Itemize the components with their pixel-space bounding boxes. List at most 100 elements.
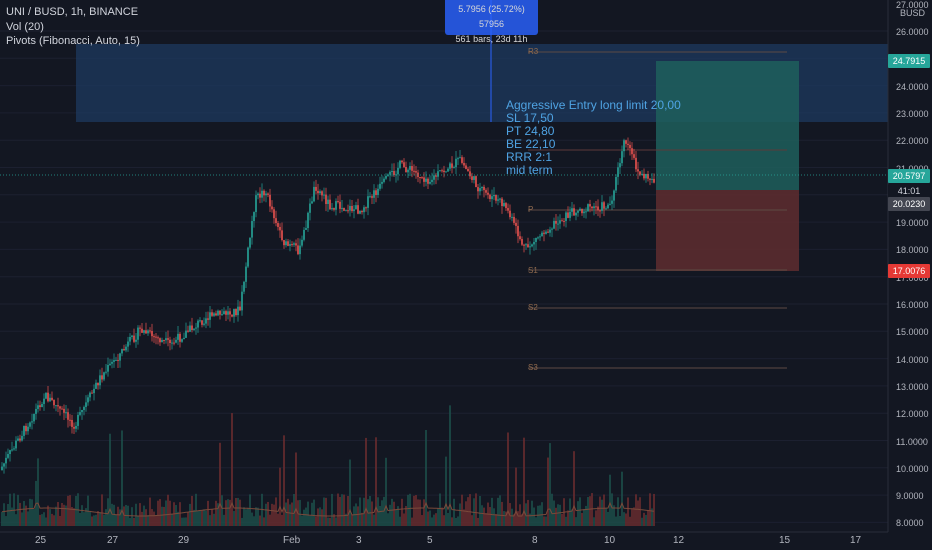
- volume-bar: [329, 517, 331, 526]
- volume-bar: [267, 501, 269, 526]
- price-axis-top: 27.0000: [896, 0, 929, 10]
- price-tick-label: 21.0000: [896, 162, 929, 176]
- volume-bar: [375, 437, 377, 526]
- volume-bar: [479, 495, 481, 526]
- candle-body: [335, 201, 337, 210]
- time-tick-label: 8: [532, 535, 538, 546]
- trade-note[interactable]: Aggressive Entry long limit 20,00 SL 17,…: [506, 99, 681, 177]
- volume-bar: [151, 509, 153, 526]
- candle-body: [25, 425, 27, 432]
- volume-bar: [457, 516, 459, 526]
- candle-body: [159, 338, 161, 343]
- price-tick-label: 15.0000: [896, 327, 929, 338]
- candle-body: [381, 181, 383, 184]
- candle-body: [191, 325, 193, 330]
- candle-body: [239, 306, 241, 311]
- volume-bar: [595, 510, 597, 526]
- volume-indicator-label[interactable]: Vol (20): [6, 21, 44, 33]
- candle-body: [633, 154, 635, 158]
- candle-body: [149, 330, 151, 332]
- candle-body: [319, 191, 321, 194]
- volume-bar: [31, 499, 33, 526]
- candle-body: [331, 208, 333, 210]
- candle-body: [639, 171, 641, 175]
- candle-body: [109, 363, 111, 365]
- candle-body: [313, 186, 315, 202]
- candle-body: [21, 435, 23, 441]
- volume-bar: [649, 493, 651, 526]
- candle-body: [275, 218, 277, 224]
- volume-bar: [449, 405, 451, 526]
- symbol-title[interactable]: UNI / BUSD, 1h, BINANCE: [6, 6, 139, 18]
- candle-body: [171, 342, 173, 344]
- volume-bar: [183, 517, 185, 526]
- volume-bar: [631, 508, 633, 526]
- candle-body: [177, 333, 179, 340]
- volume-bar: [255, 507, 257, 526]
- candle-body: [141, 328, 143, 333]
- candle-body: [427, 178, 429, 184]
- volume-bar: [27, 511, 29, 526]
- candle-body: [85, 402, 87, 407]
- volume-bar: [95, 514, 97, 526]
- volume-bar: [197, 510, 199, 526]
- volume-bar: [211, 508, 213, 526]
- volume-bar: [261, 493, 263, 526]
- volume-bar: [217, 503, 219, 526]
- candle-body: [513, 216, 515, 223]
- volume-bar: [615, 516, 617, 526]
- candle-body: [617, 167, 619, 177]
- candle-body: [523, 244, 525, 246]
- volume-bar: [621, 471, 623, 526]
- pivots-indicator-label[interactable]: Pivots (Fibonacci, Auto, 15): [6, 35, 140, 47]
- volume-bar: [617, 497, 619, 526]
- volume-bar: [489, 507, 491, 526]
- candle-body: [77, 414, 79, 426]
- volume-bar: [281, 514, 283, 526]
- candle-body: [599, 210, 601, 212]
- volume-bar: [181, 517, 183, 526]
- candle-body: [257, 193, 259, 196]
- volume-bar: [243, 507, 245, 526]
- candle-body: [401, 160, 403, 163]
- volume-bar: [169, 500, 171, 526]
- volume-bar: [627, 497, 629, 526]
- volume-bar: [541, 502, 543, 526]
- candle-body: [221, 314, 223, 316]
- volume-bar: [275, 497, 277, 526]
- price-tick-label: 12.0000: [896, 409, 929, 420]
- volume-bar: [43, 512, 45, 526]
- volume-bar: [647, 509, 649, 526]
- candle-body: [151, 331, 153, 337]
- price-tick-label: 18.0000: [896, 245, 929, 256]
- volume-bar: [459, 503, 461, 526]
- volume-bar: [533, 507, 535, 526]
- volume-bar: [57, 502, 59, 526]
- volume-bar: [283, 435, 285, 526]
- volume-bar: [391, 498, 393, 526]
- candle-body: [249, 237, 251, 248]
- volume-bar: [203, 509, 205, 526]
- volume-bar: [193, 509, 195, 526]
- candle-body: [341, 207, 343, 209]
- candle-body: [53, 399, 55, 406]
- candle-body: [365, 207, 367, 209]
- candle-body: [561, 220, 563, 222]
- volume-bar: [497, 497, 499, 526]
- volume-bar: [49, 509, 51, 526]
- candle-body: [23, 425, 25, 436]
- target-price-tag: 24.7915: [888, 54, 930, 68]
- volume-bar: [93, 515, 95, 526]
- candle-body: [423, 177, 425, 182]
- candle-body: [83, 406, 85, 410]
- volume-bar: [335, 517, 337, 526]
- volume-bar: [315, 516, 317, 526]
- volume-bar: [133, 517, 135, 526]
- volume-bar: [439, 493, 441, 526]
- volume-bar: [107, 498, 109, 526]
- candle-body: [291, 244, 293, 246]
- candle-body: [329, 199, 331, 210]
- candle-body: [643, 173, 645, 179]
- volume-bar: [257, 507, 259, 526]
